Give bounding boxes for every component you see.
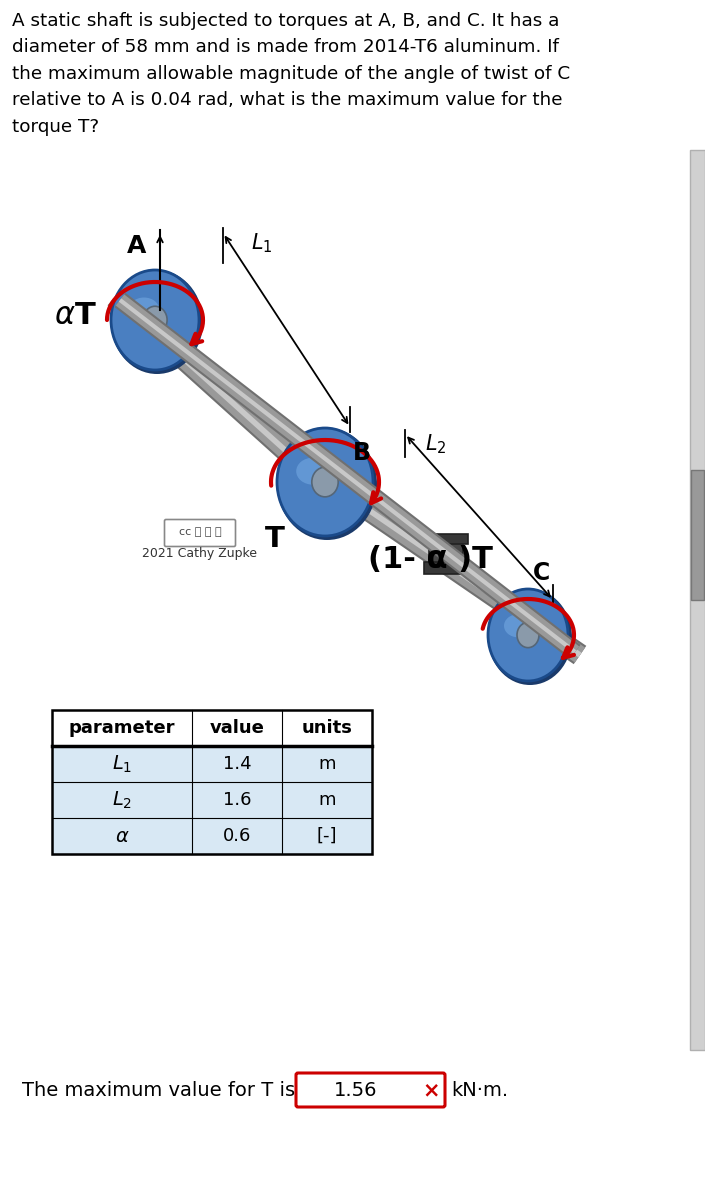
- Bar: [52, 782, 372, 818]
- Ellipse shape: [504, 614, 532, 637]
- Ellipse shape: [277, 428, 377, 540]
- Text: 0.6: 0.6: [223, 827, 251, 845]
- Bar: [52, 818, 372, 854]
- Bar: [424, 562, 468, 574]
- Bar: [690, 150, 705, 1050]
- FancyBboxPatch shape: [164, 520, 235, 546]
- Ellipse shape: [488, 589, 572, 685]
- Text: $L_2$: $L_2$: [112, 790, 132, 811]
- Text: A: A: [128, 234, 147, 258]
- Text: $\alpha$T: $\alpha$T: [54, 300, 97, 330]
- Ellipse shape: [296, 457, 330, 485]
- Text: $L_2$: $L_2$: [425, 432, 446, 456]
- Bar: [303, 440, 347, 450]
- Bar: [691, 470, 704, 600]
- Ellipse shape: [517, 623, 539, 648]
- Text: units: units: [302, 719, 352, 737]
- Bar: [303, 468, 347, 480]
- Text: $\alpha$: $\alpha$: [115, 827, 129, 846]
- Text: 1.4: 1.4: [223, 755, 251, 773]
- Text: T: T: [265, 526, 285, 553]
- FancyBboxPatch shape: [296, 1073, 445, 1106]
- Text: 2021 Cathy Zupke: 2021 Cathy Zupke: [142, 547, 257, 560]
- Text: ×: ×: [422, 1080, 440, 1100]
- Ellipse shape: [488, 589, 568, 680]
- Bar: [308, 448, 342, 470]
- Bar: [52, 746, 372, 782]
- Text: 1.56: 1.56: [333, 1080, 377, 1099]
- Text: m: m: [318, 791, 336, 809]
- Text: A static shaft is subjected to torques at A, B, and C. It has a
diameter of 58 m: A static shaft is subjected to torques a…: [12, 12, 570, 136]
- Text: The maximum value for T is: The maximum value for T is: [22, 1080, 295, 1099]
- Text: $L_1$: $L_1$: [251, 232, 273, 254]
- Bar: [424, 534, 468, 544]
- Ellipse shape: [111, 270, 203, 374]
- Bar: [429, 542, 463, 564]
- Text: C: C: [533, 560, 550, 584]
- Text: (1- α )T: (1- α )T: [367, 546, 492, 575]
- Bar: [52, 710, 372, 854]
- Text: B: B: [353, 440, 371, 464]
- Ellipse shape: [143, 306, 167, 334]
- Ellipse shape: [128, 298, 159, 323]
- Text: kN·m.: kN·m.: [451, 1080, 508, 1099]
- Ellipse shape: [312, 467, 338, 497]
- Text: 1.6: 1.6: [223, 791, 251, 809]
- Text: $L_1$: $L_1$: [112, 754, 132, 775]
- Text: parameter: parameter: [69, 719, 176, 737]
- Text: [-]: [-]: [317, 827, 337, 845]
- Ellipse shape: [111, 270, 199, 370]
- Text: m: m: [318, 755, 336, 773]
- Text: cc ⓘ Ⓢ Ⓞ: cc ⓘ Ⓢ Ⓞ: [178, 527, 221, 538]
- Ellipse shape: [277, 428, 373, 536]
- Text: value: value: [209, 719, 264, 737]
- Bar: [52, 710, 372, 746]
